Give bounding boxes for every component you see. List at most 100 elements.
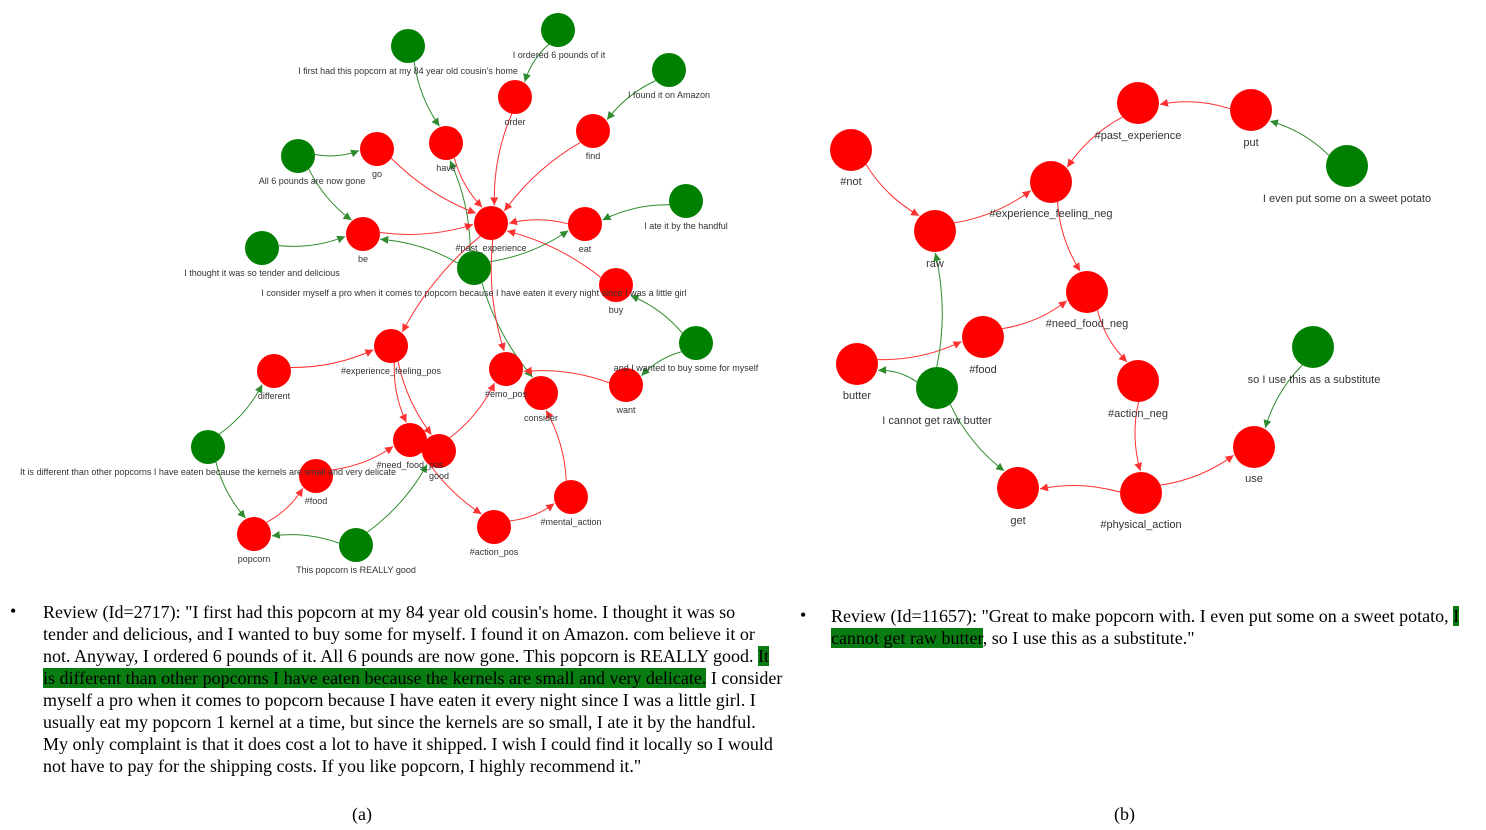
node-label-a_g_really: This popcorn is REALLY good — [296, 565, 416, 575]
caption-b: (b) — [1114, 804, 1135, 824]
node-a_want — [609, 368, 643, 402]
edge-b_g_cannot-to-b_raw — [933, 252, 943, 368]
node-label-a_find: find — [586, 151, 601, 161]
edge-a_exp_pos-to-a_need_pos — [393, 362, 407, 423]
node-label-a_order: order — [504, 117, 525, 127]
node-label-b_g_sweet: I even put some on a sweet potato — [1263, 193, 1431, 205]
edge-a_good-to-a_emo_pos — [449, 382, 496, 439]
node-a_good — [422, 434, 456, 468]
node-label-a_g_gone: All 6 pounds are now gone — [259, 176, 366, 186]
edge-a_g_amazon-to-a_find — [606, 80, 656, 121]
node-label-a_emo_pos: #emo_pos — [485, 389, 528, 399]
review-b-after: , so I use this as a substitute." — [982, 628, 1195, 648]
edge-a_find-to-a_past — [503, 141, 581, 212]
edge-a_g_pro-to-a_eat — [489, 230, 569, 263]
node-a_g_ordered — [541, 13, 575, 47]
node-label-a_g_ordered: I ordered 6 pounds of it — [513, 50, 606, 60]
edge-a_go-to-a_past — [390, 157, 477, 215]
edge-a_exp_pos-to-a_good — [397, 361, 432, 435]
review-b-before: Review (Id=11657): "Great to make popcor… — [831, 606, 1454, 626]
edge-a_buy-to-a_past — [507, 229, 602, 278]
node-label-a_buy: buy — [609, 305, 624, 315]
node-b_g_substitute — [1292, 326, 1334, 368]
node-a_g_gone — [281, 139, 315, 173]
node-a_past — [474, 206, 508, 240]
edge-a_have-to-a_past — [453, 157, 483, 208]
edge-b_action_neg-to-b_physical — [1134, 401, 1143, 472]
node-label-a_good: good — [429, 471, 449, 481]
edge-b_not-to-b_raw — [865, 164, 920, 217]
node-b_butter — [836, 343, 878, 385]
edge-b_need_neg-to-b_action_neg — [1096, 310, 1128, 363]
node-a_g_cousin — [391, 29, 425, 63]
node-label-b_past: #past_experience — [1095, 130, 1182, 142]
node-label-a_g_wanted: and I wanted to buy some for myself — [614, 363, 759, 373]
edge-a_want-to-a_emo_pos — [523, 366, 610, 384]
node-a_mental — [554, 480, 588, 514]
node-label-a_eat: eat — [579, 244, 592, 254]
node-a_exp_pos — [374, 329, 408, 363]
node-a_be — [346, 217, 380, 251]
node-label-b_get: get — [1010, 515, 1025, 527]
edge-b_put-to-b_past — [1159, 98, 1231, 110]
review-b-text: Review (Id=11657): "Great to make popcor… — [831, 605, 1481, 649]
node-b_need_neg — [1066, 271, 1108, 313]
edge-a_g_cousin-to-a_have — [413, 61, 440, 127]
node-b_action_neg — [1117, 360, 1159, 402]
edge-a_different-to-a_exp_pos — [290, 349, 374, 368]
graph-a: I first had this popcorn at my 84 year o… — [20, 13, 759, 575]
node-a_popcorn — [237, 517, 271, 551]
edge-a_g_wanted-to-a_buy — [630, 294, 683, 334]
node-b_not — [830, 129, 872, 171]
edge-b_raw-to-b_exp_neg — [954, 190, 1032, 224]
node-a_g_pro — [457, 251, 491, 285]
node-label-a_g_cousin: I first had this popcorn at my 84 year o… — [298, 66, 518, 76]
node-a_different — [257, 354, 291, 388]
node-label-a_action_pos: #action_pos — [470, 547, 519, 557]
edge-a_g_tender-to-a_be — [278, 235, 346, 247]
node-a_buy — [599, 268, 633, 302]
node-a_emo_pos — [489, 352, 523, 386]
node-label-b_raw: raw — [926, 258, 944, 270]
edge-a_be-to-a_past — [379, 223, 474, 235]
review-b-bullet: • — [800, 605, 807, 625]
node-label-b_physical: #physical_action — [1100, 519, 1181, 531]
edge-a_g_gone-to-a_go — [314, 149, 360, 158]
edge-a_g_pro-to-a_be — [380, 235, 458, 264]
edge-a_g_gone-to-a_be — [308, 168, 352, 221]
node-label-b_butter: butter — [843, 390, 871, 402]
node-label-b_food: #food — [969, 364, 997, 376]
edge-a_order-to-a_past — [490, 113, 513, 206]
edge-a_g_pro-to-a_have — [449, 160, 471, 252]
node-label-a_have: have — [436, 163, 456, 173]
node-label-a_want: want — [615, 405, 636, 415]
edge-b_physical-to-b_use — [1160, 454, 1234, 486]
node-label-a_be: be — [358, 254, 368, 264]
edge-b_food-to-b_need_neg — [1002, 300, 1068, 330]
node-a_need_pos — [393, 423, 427, 457]
node-label-b_g_cannot: I cannot get raw butter — [882, 415, 992, 427]
node-b_g_cannot — [916, 367, 958, 409]
node-a_food — [299, 459, 333, 493]
node-label-a_popcorn: popcorn — [238, 554, 271, 564]
node-b_physical — [1120, 472, 1162, 514]
edge-a_mental-to-a_consider — [545, 410, 567, 481]
edge-a_g_handful-to-a_eat — [602, 204, 670, 221]
graph-b: #not raw #experience_feeling_neg #past_expe… — [830, 82, 1431, 531]
node-a_consider — [524, 376, 558, 410]
node-label-b_need_neg: #need_food_neg — [1046, 318, 1129, 330]
node-label-b_action_neg: #action_neg — [1108, 408, 1168, 420]
node-label-a_need_pos: #need_food_pos — [376, 460, 444, 470]
node-label-a_g_tender: I thought it was so tender and delicious — [184, 268, 340, 278]
edge-a_past-to-a_emo_pos — [490, 239, 506, 352]
edge-b_g_substitute-to-b_use — [1263, 364, 1303, 429]
node-label-a_mental: #mental_action — [540, 517, 601, 527]
node-a_g_tender — [245, 231, 279, 265]
edge-b_butter-to-b_food — [877, 341, 962, 361]
node-a_eat — [568, 207, 602, 241]
node-a_have — [429, 126, 463, 160]
edge-a_food-to-a_need_pos — [331, 446, 394, 471]
node-label-a_go: go — [372, 169, 382, 179]
edge-a_g_different-to-a_different — [218, 384, 263, 435]
caption-a: (a) — [352, 804, 372, 824]
